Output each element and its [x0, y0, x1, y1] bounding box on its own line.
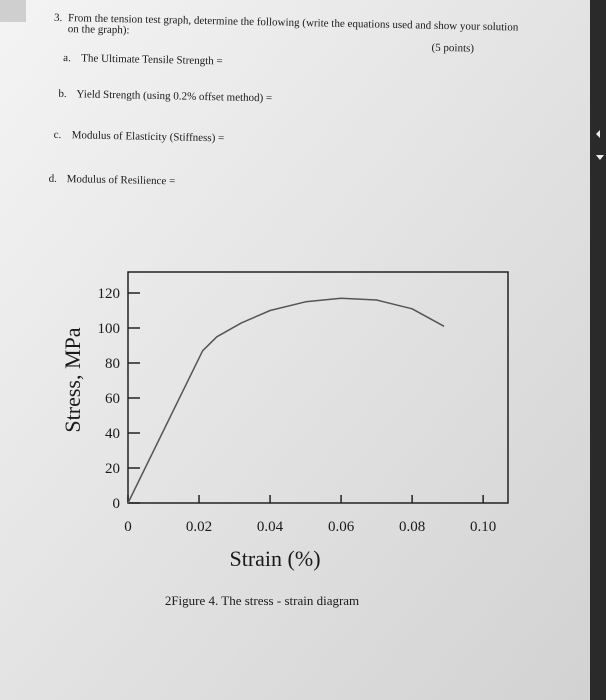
caption: 2Figure 4. The stress - strain diagram — [165, 593, 359, 608]
item-text: Modulus of Resilience = — [67, 173, 176, 187]
item-text: Modulus of Elasticity (Stiffness) = — [72, 129, 225, 144]
x-tick-label: 0.08 — [399, 519, 425, 535]
chart: Stress, MPa Strain (%) 2Figure 4. The st… — [60, 271, 509, 608]
y-tick-label: 120 — [98, 286, 121, 302]
screen-edge — [590, 0, 606, 700]
item-letter: b. — [58, 88, 67, 100]
question-number: 3. — [54, 12, 63, 24]
question-text: on the graph): — [68, 23, 130, 36]
y-tick-label: 80 — [105, 356, 120, 372]
corner — [0, 0, 26, 22]
x-axis-label: Strain (%) — [229, 546, 320, 571]
y-tick-label: 0 — [113, 496, 121, 512]
x-tick-label: 0.02 — [186, 519, 212, 535]
paper — [0, 0, 590, 700]
x-tick-label: 0 — [124, 519, 132, 535]
stress-strain-curve — [127, 297, 445, 504]
item-letter: a. — [63, 52, 71, 64]
item-text: Yield Strength (using 0.2% offset method… — [76, 88, 272, 104]
points: (5 points) — [431, 42, 474, 55]
x-tick-label: 0.10 — [470, 519, 496, 535]
y-tick-label: 100 — [98, 321, 121, 337]
x-tick-label: 0.06 — [328, 519, 355, 535]
arrows — [596, 130, 604, 160]
y-tick-label: 60 — [105, 391, 120, 407]
item-letter: d. — [49, 173, 58, 185]
item-text: The Ultimate Tensile Strength = — [81, 52, 223, 67]
x-tick-label: 0.04 — [257, 519, 284, 535]
y-tick-label: 40 — [105, 426, 120, 442]
y-axis-label: Stress, MPa — [60, 327, 85, 432]
item-letter: c. — [54, 129, 62, 141]
plot-frame — [127, 271, 509, 504]
y-tick-label: 20 — [105, 461, 120, 477]
